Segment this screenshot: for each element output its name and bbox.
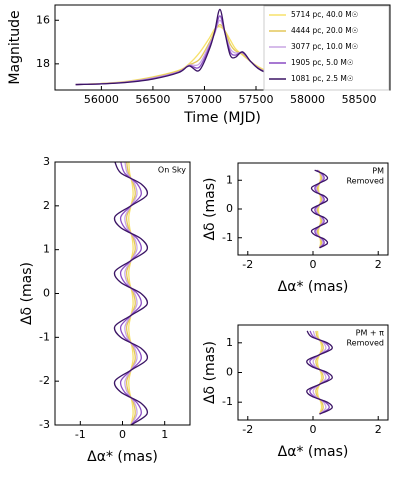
x-axis-label: Δα* (mas)	[87, 449, 158, 465]
panel: 56000 56500 57000 57500 58000 58500 16 18 Time (…	[7, 4, 391, 126]
axes-frame	[237, 324, 389, 421]
legend-label: 1081 pc, 2.5 M☉	[291, 74, 354, 83]
legend-label: 5714 pc, 40.0 M☉	[291, 10, 358, 19]
y-tick-label: 0	[226, 366, 233, 379]
x-tick-label: -2	[242, 258, 253, 271]
annotation: PM	[372, 167, 384, 176]
series-line	[306, 330, 333, 415]
x-tick-label: 58500	[342, 93, 377, 106]
series-line	[113, 162, 149, 425]
y-tick-label: -1	[222, 395, 233, 408]
y-tick-label: -1	[39, 330, 50, 343]
x-tick-label: 57500	[239, 93, 274, 106]
axes-frame	[54, 161, 191, 426]
x-tick-label: -2	[242, 423, 253, 436]
series-line	[310, 169, 329, 249]
legend-label: 4444 pc, 20.0 M☉	[291, 26, 358, 35]
y-tick-label: -2	[39, 374, 50, 387]
y-axis-label: Δδ (mas)	[202, 177, 218, 240]
x-tick-label: 56500	[135, 93, 170, 106]
legend-label: 1905 pc, 5.0 M☉	[291, 58, 354, 67]
y-tick-label: 2	[43, 199, 50, 212]
annotation: Removed	[346, 177, 384, 186]
x-tick-label: 2	[375, 423, 382, 436]
x-axis-label: Time (MJD)	[183, 110, 261, 126]
y-tick-label: -3	[39, 418, 50, 431]
axes-frame	[54, 4, 391, 91]
y-tick-label: 1	[226, 336, 233, 349]
y-tick-label: 0	[43, 287, 50, 300]
x-tick-label: 1	[161, 428, 168, 441]
annotation: Removed	[346, 339, 384, 348]
x-axis-label: Δα* (mas)	[278, 444, 349, 460]
x-tick-label: 0	[310, 258, 317, 271]
legend-box	[263, 5, 390, 91]
x-axis-label: Δα* (mas)	[278, 279, 349, 295]
y-tick-label: 16	[36, 13, 50, 26]
x-tick-label: 56000	[84, 93, 119, 106]
y-axis-label: Magnitude	[7, 10, 23, 84]
y-axis-label: Δδ (mas)	[19, 262, 35, 325]
annotation: PM + π	[356, 329, 385, 338]
y-tick-label: -1	[222, 231, 233, 244]
y-tick-label: 0	[226, 202, 233, 215]
x-tick-label: 57000	[187, 93, 222, 106]
x-tick-label: 0	[310, 423, 317, 436]
x-tick-label: 0	[119, 428, 126, 441]
panel: -1 0 1 -3 -2 -1 0 1 2 3 Δα* (mas) Δδ (mas) On Sky	[19, 155, 191, 465]
x-tick-label: 2	[375, 258, 382, 271]
y-tick-label: 1	[43, 243, 50, 256]
y-tick-label: 18	[36, 57, 50, 70]
y-axis-label: Δδ (mas)	[202, 341, 218, 404]
axes-frame	[237, 162, 389, 256]
x-tick-label: -1	[75, 428, 86, 441]
x-tick-label: 58000	[290, 93, 325, 106]
y-tick-label: 1	[226, 173, 233, 186]
y-tick-label: 3	[43, 155, 50, 168]
legend-label: 3077 pc, 10.0 M☉	[291, 42, 358, 51]
annotation: On Sky	[158, 166, 186, 175]
